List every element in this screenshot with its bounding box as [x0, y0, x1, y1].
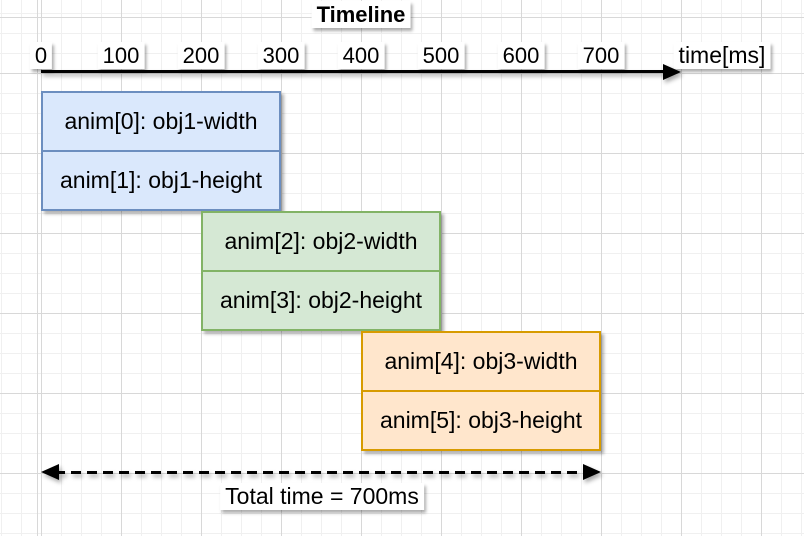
anim-bar-2: anim[2]: obj2-width	[224, 228, 418, 254]
axis-line	[41, 70, 668, 73]
anim-bar-3: anim[3]: obj2-height	[203, 270, 439, 329]
axis-tick-label-300: 300	[257, 42, 305, 69]
arrowhead-right-icon	[663, 64, 681, 80]
arrowhead-left-icon	[41, 464, 59, 480]
axis-tick-label-500: 500	[417, 42, 465, 69]
total-time-label: Total time = 700ms	[220, 483, 424, 510]
axis-tick-label-600: 600	[497, 42, 545, 69]
axis-tick-label-0: 0	[29, 42, 53, 69]
anim-bar-1: anim[1]: obj1-height	[43, 150, 279, 209]
anim-bar-0: anim[0]: obj1-width	[64, 108, 258, 134]
diagram-title: Timeline	[311, 1, 411, 28]
axis-unit-label: time[ms]	[673, 42, 771, 69]
axis-tick-label-100: 100	[97, 42, 145, 69]
total-time-arrow	[41, 464, 601, 481]
anim-group-obj2: anim[2]: obj2-width anim[3]: obj2-height	[201, 211, 441, 331]
axis-tick-label-200: 200	[177, 42, 225, 69]
time-axis-arrow	[41, 64, 681, 80]
anim-bar-5: anim[5]: obj3-height	[363, 390, 599, 449]
axis-tick-label-700: 700	[577, 42, 625, 69]
dashed-line	[55, 471, 587, 474]
anim-group-obj1: anim[0]: obj1-width anim[1]: obj1-height	[41, 91, 281, 211]
arrowhead-right-icon	[583, 464, 601, 480]
axis-tick-label-400: 400	[337, 42, 385, 69]
anim-bar-4: anim[4]: obj3-width	[384, 348, 578, 374]
anim-group-obj3: anim[4]: obj3-width anim[5]: obj3-height	[361, 331, 601, 451]
